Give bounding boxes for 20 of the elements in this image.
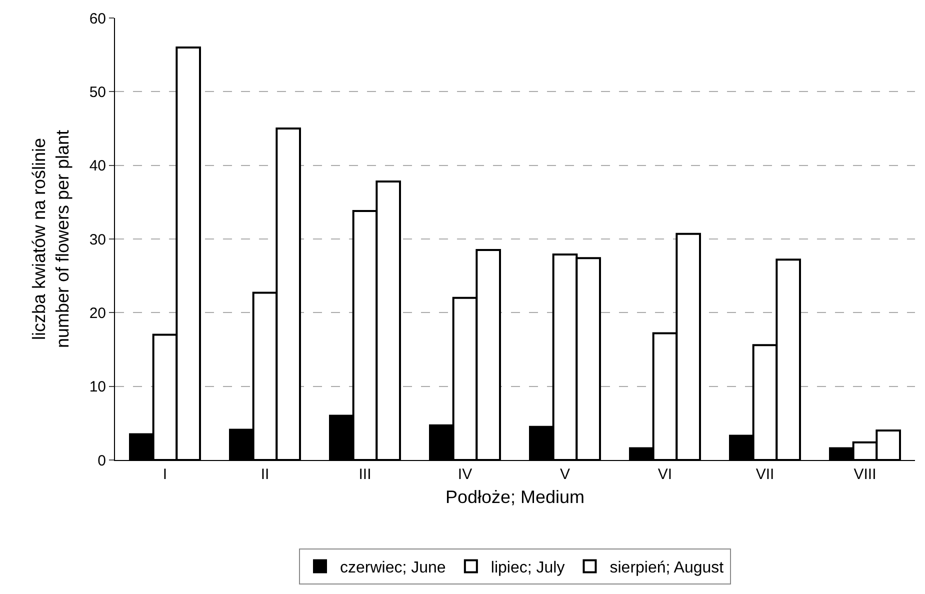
x-axis-title: Podłoże; Medium xyxy=(445,487,585,508)
legend-label: sierpień; August xyxy=(610,560,724,577)
x-tick-label: V xyxy=(560,466,570,483)
y-tick-label: 40 xyxy=(89,158,106,175)
y-tick-label: 60 xyxy=(89,10,106,28)
y-axis-title: liczba kwiatów na roślinie number of flowers per plant xyxy=(29,130,73,348)
legend-label: czerwiec; June xyxy=(340,560,446,577)
y-tick-label: 20 xyxy=(89,304,106,322)
y-tick-label: 50 xyxy=(89,84,106,101)
y-tick-label: 10 xyxy=(89,378,106,396)
y-tick-label: 30 xyxy=(89,231,106,248)
x-tick-label: IV xyxy=(458,466,472,483)
x-tick-label: I xyxy=(162,466,168,483)
y-tick-label: 0 xyxy=(98,452,106,470)
x-tick-label: VIII xyxy=(854,466,876,483)
x-tick-label: VI xyxy=(658,466,672,483)
x-tick-label: III xyxy=(358,466,372,483)
x-tick-label: VII xyxy=(756,466,774,483)
x-tick-label: II xyxy=(260,466,270,483)
legend-label: lipiec; July xyxy=(490,560,565,577)
